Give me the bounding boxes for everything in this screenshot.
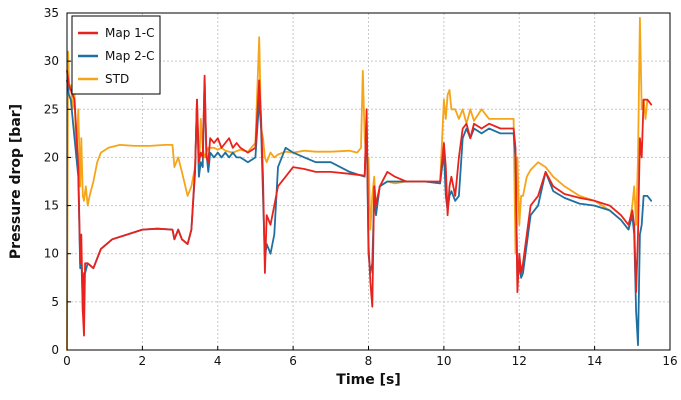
y-tick-label: 5 [51,295,59,309]
legend-label: Map 2-C [105,49,154,63]
y-axis-title: Pressure drop [bar] [8,104,24,259]
y-tick-label: 15 [44,199,59,213]
x-tick-label: 14 [587,354,602,368]
x-tick-label: 4 [214,354,222,368]
series-line-std [66,16,653,351]
y-tick-label: 25 [44,102,59,116]
legend-label: Map 1-C [105,26,154,40]
x-tick-label: 16 [662,354,677,368]
y-tick-label: 10 [44,247,59,261]
axis-ticks [66,12,671,351]
x-tick-label: 0 [63,354,71,368]
y-tick-labels: 0 5 10 15 20 25 30 35 [44,6,59,357]
x-axis-title: Time [s] [336,372,400,388]
y-tick-label: 30 [44,54,59,68]
y-tick-label: 20 [44,150,59,164]
x-tick-label: 6 [289,354,297,368]
x-tick-labels: 0 2 4 6 8 10 12 14 16 [63,354,677,368]
y-tick-label: 35 [44,6,59,20]
x-tick-label: 8 [365,354,373,368]
x-tick-label: 2 [139,354,147,368]
x-tick-label: 12 [512,354,527,368]
series-line-map-1-c [66,69,653,337]
legend: Map 1-C Map 2-C STD [71,15,161,95]
y-tick-label: 0 [51,343,59,357]
x-tick-label: 10 [436,354,451,368]
plot-lines [66,16,653,351]
legend-label: STD [105,72,129,86]
